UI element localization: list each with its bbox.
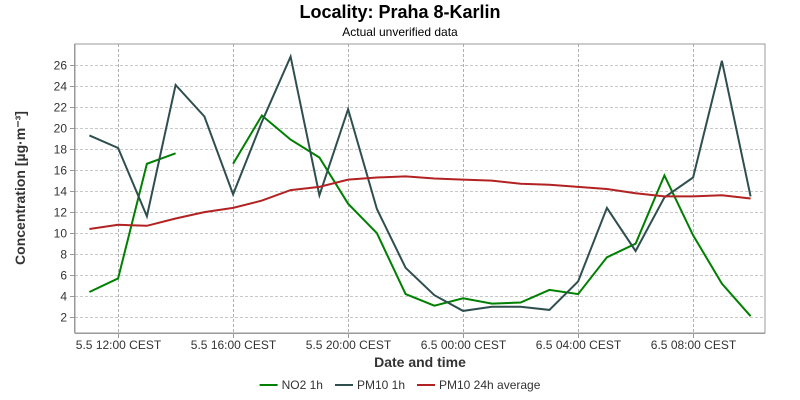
y-tick-label: 6 [60, 269, 67, 283]
legend-item-pm10-1h: PM10 1h [335, 378, 405, 392]
x-tick-label: 6.5 00:00 CEST [421, 338, 507, 352]
series-line-no2-1h [232, 113, 752, 317]
legend-item-no2-1h: NO2 1h [259, 378, 323, 392]
series-lines [88, 53, 752, 317]
x-tick-label: 6.5 08:00 CEST [651, 338, 737, 352]
y-tick-label: 26 [54, 59, 68, 73]
x-tick-label: 5.5 16:00 CEST [191, 338, 277, 352]
x-axis: 5.5 12:00 CEST 5.5 16:00 CEST 5.5 20:00 CE… [75, 333, 765, 352]
y-tick-label: 2 [60, 311, 67, 325]
y-tick-label: 20 [54, 122, 68, 136]
x-tick-label: 5.5 12:00 CEST [76, 338, 162, 352]
x-tick-label: 6.5 04:00 CEST [536, 338, 622, 352]
y-tick-label: 12 [54, 206, 68, 220]
y-axis-label: Concentration [µg·m⁻³] [12, 111, 28, 265]
series-pm10-24h-average [89, 175, 751, 230]
legend-label: NO2 1h [282, 378, 323, 392]
y-tick-label: 18 [54, 143, 68, 157]
legend-label: PM10 1h [357, 378, 405, 392]
series-line-pm10-1h [88, 53, 752, 312]
y-tick-label: 22 [54, 101, 68, 115]
chart-title: Locality: Praha 8-Karlin [299, 2, 500, 22]
legend: NO2 1h PM10 1h PM10 24h average [259, 378, 541, 392]
x-axis-label: Date and time [374, 354, 466, 370]
legend-label: PM10 24h average [439, 378, 541, 392]
y-tick-label: 14 [54, 185, 68, 199]
y-tick-label: 24 [54, 80, 68, 94]
series-line-pm10-24h-average [89, 175, 751, 230]
y-tick-label: 10 [54, 227, 68, 241]
legend-item-pm10-24h-average: PM10 24h average [417, 378, 541, 392]
series-pm10-1h [88, 53, 752, 312]
y-tick-label: 16 [54, 164, 68, 178]
y-tick-label: 8 [60, 248, 67, 262]
series-no2-1h [88, 113, 752, 317]
chart-subtitle: Actual unverified data [342, 25, 458, 39]
y-tick-label: 4 [60, 290, 67, 304]
series-line-no2-1h [88, 152, 176, 293]
grid-lines [75, 44, 765, 333]
x-tick-label: 5.5 20:00 CEST [306, 338, 392, 352]
